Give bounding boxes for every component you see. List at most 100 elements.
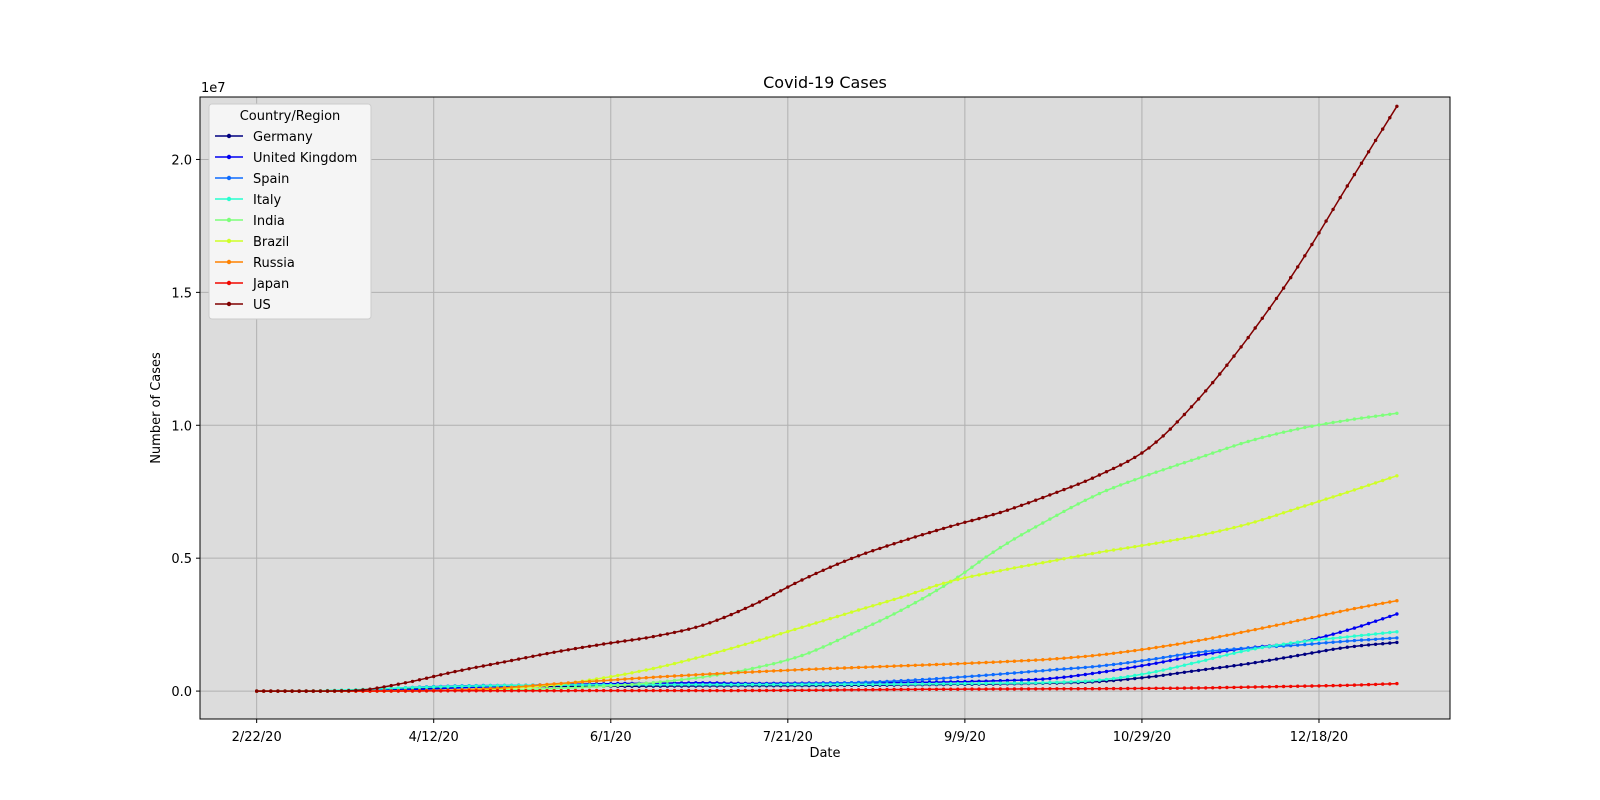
data-point [1366, 643, 1371, 647]
data-point [1381, 478, 1385, 483]
data-point [1225, 665, 1229, 669]
data-point [1119, 686, 1123, 691]
data-point [849, 682, 854, 687]
data-point [1090, 671, 1095, 676]
data-point [1310, 424, 1314, 428]
data-point [871, 682, 875, 687]
data-point [913, 601, 917, 605]
data-point [772, 592, 776, 597]
data-point [920, 588, 925, 592]
data-point [1204, 532, 1208, 536]
data-point [1253, 520, 1257, 524]
data-point [956, 682, 960, 686]
data-point [750, 670, 755, 674]
data-point [517, 657, 521, 661]
data-point [453, 689, 457, 693]
data-point [1097, 550, 1102, 554]
data-point [920, 533, 925, 537]
data-point [941, 676, 946, 680]
data-point [623, 688, 627, 693]
legend-label: United Kingdom [253, 151, 357, 166]
data-point [970, 518, 974, 523]
data-point [786, 682, 790, 687]
data-point [1034, 525, 1038, 529]
data-point [1352, 417, 1357, 421]
data-point [623, 683, 627, 687]
data-point [1373, 642, 1378, 646]
data-point [878, 682, 882, 686]
data-point [1381, 601, 1385, 605]
data-point [885, 679, 889, 684]
data-point [679, 629, 684, 633]
data-point [283, 689, 287, 693]
data-point [793, 581, 797, 586]
data-point [1140, 676, 1144, 680]
data-point [849, 610, 854, 614]
data-point [1345, 490, 1350, 494]
data-point [821, 688, 825, 692]
data-point [779, 660, 783, 664]
data-point [1296, 618, 1300, 623]
data-point [1338, 195, 1342, 200]
data-point [927, 687, 932, 691]
data-point [481, 664, 485, 668]
data-point [1366, 415, 1371, 419]
data-point [984, 555, 988, 559]
data-point [991, 550, 995, 554]
data-point [772, 634, 776, 638]
legend-swatch-marker [226, 280, 232, 286]
data-point [1373, 682, 1378, 687]
data-point [1111, 662, 1116, 667]
data-point [1019, 681, 1024, 685]
data-point [899, 608, 903, 612]
data-point [729, 646, 733, 651]
data-point [481, 684, 485, 688]
data-point [1026, 658, 1031, 663]
legend-entries: Germany United Kingdom Spain Italy India Braz… [215, 130, 357, 313]
data-point [623, 672, 627, 676]
data-point [1359, 683, 1364, 687]
data-point [1090, 679, 1095, 683]
data-point [1317, 638, 1321, 642]
data-point [410, 685, 415, 690]
data-point [1161, 468, 1165, 472]
data-point [821, 645, 825, 649]
data-point [1076, 673, 1080, 678]
data-point [970, 674, 974, 678]
data-point [1211, 636, 1215, 640]
data-point [1296, 265, 1300, 269]
data-point [1182, 663, 1187, 667]
data-point [1310, 684, 1314, 688]
data-point [835, 614, 840, 619]
data-point [764, 596, 769, 600]
data-point [460, 668, 464, 672]
data-point [1352, 626, 1357, 630]
data-point [1026, 563, 1031, 567]
data-point [998, 681, 1002, 685]
data-point [885, 682, 889, 686]
data-point [849, 666, 854, 670]
data-point [878, 602, 882, 606]
data-point [1345, 635, 1350, 639]
data-point [970, 687, 974, 691]
data-point [764, 688, 769, 693]
data-point [1168, 643, 1173, 647]
data-point [743, 606, 747, 611]
data-point [1012, 687, 1017, 691]
data-point [1204, 667, 1208, 672]
data-point [1055, 657, 1059, 661]
data-point [743, 688, 747, 693]
data-point [814, 621, 818, 625]
data-point [835, 638, 840, 643]
data-point [1090, 476, 1095, 480]
data-point [269, 689, 273, 693]
data-point [474, 684, 478, 688]
data-point [1026, 501, 1031, 505]
data-point [609, 678, 613, 682]
data-point [807, 651, 811, 655]
data-point [609, 641, 613, 645]
data-point [1161, 686, 1165, 690]
data-point [687, 688, 691, 693]
data-point [1182, 686, 1187, 690]
data-point [1239, 345, 1243, 349]
